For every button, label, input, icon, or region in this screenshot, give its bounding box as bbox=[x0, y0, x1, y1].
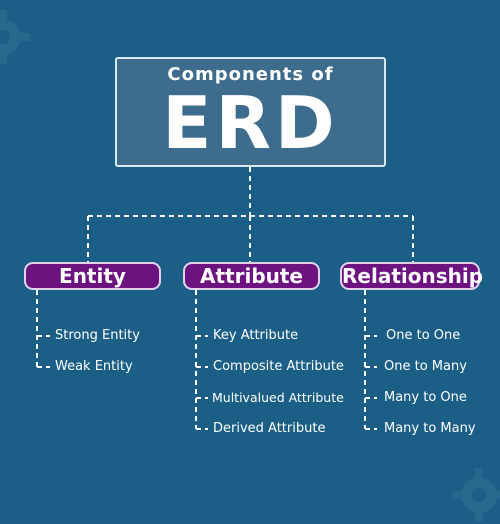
title-main: ERD bbox=[162, 81, 339, 165]
attribute-item-composite: Composite Attribute bbox=[213, 359, 344, 374]
title-box: Components of ERD bbox=[115, 57, 386, 167]
relationship-item-many-to-many: Many to Many bbox=[384, 421, 476, 436]
gear-icon bbox=[0, 10, 30, 64]
connector-lines bbox=[36, 167, 414, 430]
entity-item-weak: Weak Entity bbox=[55, 359, 133, 374]
attribute-item-derived: Derived Attribute bbox=[213, 421, 326, 436]
category-entity: Entity bbox=[24, 262, 161, 290]
attribute-item-key: Key Attribute bbox=[213, 328, 299, 343]
entity-item-strong: Strong Entity bbox=[55, 328, 140, 343]
title-subtitle: Components of bbox=[167, 64, 334, 85]
relationship-item-many-to-one: Many to One bbox=[384, 390, 467, 405]
category-relationship: Relationship bbox=[340, 262, 484, 290]
relationship-item-one-to-one: One to One bbox=[386, 328, 461, 343]
category-attribute: Attribute bbox=[183, 262, 320, 290]
attribute-item-multivalued: Multivalued Attribute bbox=[212, 390, 344, 405]
relationship-item-one-to-many: One to Many bbox=[384, 359, 467, 374]
erd-diagram: Components of ERD Entity Attribute Relat… bbox=[0, 10, 500, 522]
